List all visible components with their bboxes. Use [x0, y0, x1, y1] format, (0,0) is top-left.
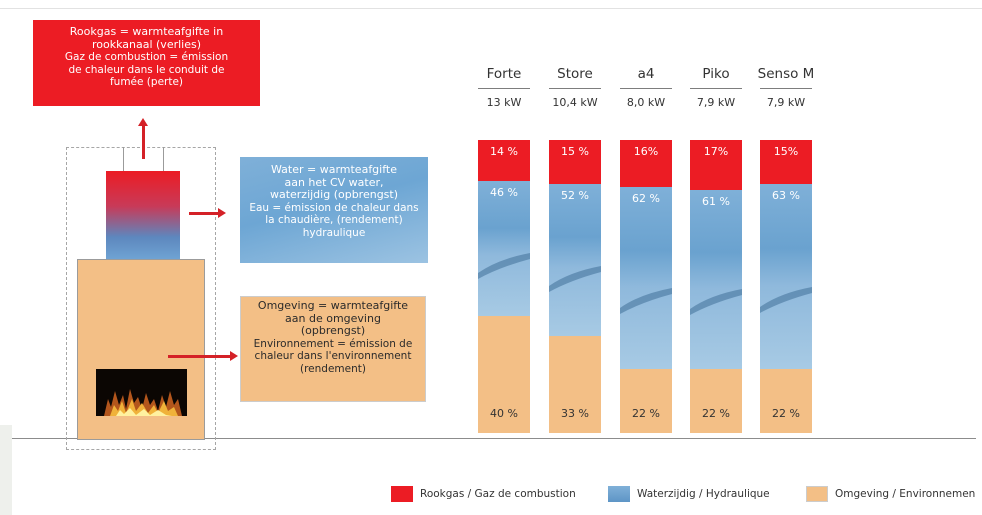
surround-callout: Omgeving = warmteafgifte aan de omgeving…: [240, 296, 426, 402]
column-rule: [760, 88, 812, 89]
water-sub-1: Eau = émission de chaleur dans: [249, 201, 419, 214]
column-rule: [549, 88, 601, 89]
bar-value-label: 52 %: [561, 189, 589, 202]
bar-segment-flue: [620, 140, 672, 187]
legend-label-flue: Rookgas / Gaz de combustion: [420, 488, 576, 500]
column-name: a4: [637, 66, 655, 82]
bar-segment-flue: [760, 140, 812, 184]
column-power: 13 kW: [486, 96, 522, 109]
bar-value-label: 22 %: [702, 407, 730, 420]
side-strip: [0, 425, 12, 515]
bar-segment-water: [760, 184, 812, 369]
bar-value-label: 62 %: [632, 192, 660, 205]
flue-arrow-shaft: [142, 126, 145, 159]
bar-stack: 15% 63 % 22 %: [760, 140, 812, 433]
fire-window: [96, 369, 187, 416]
bar-segment-surround: [478, 316, 530, 433]
bar-stack: 16% 62 % 22 %: [620, 140, 672, 433]
water-texture: [760, 287, 812, 313]
bar-segment-flue: [690, 140, 742, 190]
column-power: 7,9 kW: [766, 96, 806, 109]
bar-value-label: 17%: [703, 145, 729, 158]
water-callout: Water = warmteafgifte aan het CV water, …: [240, 157, 428, 263]
flue-title-1: Rookgas = warmteafgifte in: [69, 25, 224, 38]
water-texture: [690, 289, 742, 315]
surround-sub-2: chaleur dans l'environnement: [254, 350, 412, 363]
flue-sub-1: Gaz de combustion = émission: [64, 51, 229, 64]
bar-segment-water: [690, 190, 742, 369]
bar-value-label: 22 %: [772, 407, 800, 420]
flue-pipe-right: [163, 147, 164, 171]
column-power: 10,4 kW: [552, 96, 598, 109]
flue-pipe-left: [123, 147, 124, 171]
stove-outline: [66, 147, 216, 450]
bar-segment-flue: [549, 140, 601, 184]
top-border: [0, 8, 982, 9]
bar-segment-surround: [690, 369, 742, 433]
surround-sub-1: Environnement = émission de: [253, 337, 413, 350]
bar-stack: 15 % 52 % 33 %: [549, 140, 601, 433]
bar-value-label: 22 %: [632, 407, 660, 420]
water-arrow-head: [218, 208, 226, 218]
column-rule: [690, 88, 742, 89]
bar-value-label: 14 %: [490, 145, 518, 158]
bar-value-label: 15 %: [561, 145, 589, 158]
baseline: [12, 438, 976, 439]
water-title-3: waterzijdig (opbrengst): [269, 188, 399, 202]
bar-value-label: 63 %: [772, 189, 800, 202]
legend-swatch-surround: [806, 486, 828, 502]
column-name: Piko: [702, 66, 730, 82]
bar-segment-surround: [549, 336, 601, 433]
flue-title-2: rookkanaal (verlies): [91, 37, 202, 51]
flue-sub-2: de chaleur dans le conduit de: [68, 63, 225, 76]
water-title-2: aan het CV water,: [284, 175, 384, 189]
water-sub-3: hydraulique: [302, 226, 366, 239]
surround-arrow-shaft: [168, 355, 231, 358]
column-rule: [478, 88, 530, 89]
bar-segment-water: [620, 187, 672, 369]
surround-title-1: Omgeving = warmteafgifte: [257, 299, 409, 312]
surround-arrow-head: [230, 351, 238, 361]
bar-value-label: 46 %: [490, 186, 518, 199]
column-power: 8,0 kW: [626, 96, 666, 109]
bar-segment-water: [549, 184, 601, 336]
fire-icon: [96, 369, 187, 416]
column-name: Forte: [486, 66, 522, 82]
legend-swatch-flue: [391, 486, 413, 502]
column-name: Senso M: [757, 66, 815, 82]
surround-title-3: (opbrengst): [300, 324, 366, 338]
flue-arrow-head: [138, 118, 148, 126]
water-texture: [549, 266, 601, 292]
bar-segment-flue: [478, 140, 530, 181]
column-rule: [620, 88, 672, 89]
boiler-block: [106, 171, 180, 259]
legend-swatch-water: [608, 486, 630, 502]
bar-value-label: 33 %: [561, 407, 589, 420]
water-texture: [478, 253, 530, 279]
bar-stack: 14 % 46 % 40 %: [478, 140, 530, 433]
bar-value-label: 61 %: [702, 195, 730, 208]
bar-value-label: 15%: [773, 145, 799, 158]
water-arrow-shaft: [189, 212, 219, 215]
water-sub-2: la chaudière, (rendement): [265, 214, 403, 227]
bar-value-label: 40 %: [490, 407, 518, 420]
flue-callout: Rookgas = warmteafgifte in rookkanaal (v…: [33, 20, 260, 106]
bar-stack: 17% 61 % 22 %: [690, 140, 742, 433]
surround-title-2: aan de omgeving: [285, 311, 381, 325]
column-name: Store: [557, 66, 593, 82]
surround-sub-3: (rendement): [300, 362, 366, 375]
bar-segment-surround: [620, 369, 672, 433]
bar-segment-surround: [760, 369, 812, 433]
water-title-1: Water = warmteafgifte: [270, 163, 397, 176]
flue-sub-3: fumée (perte): [109, 76, 184, 89]
column-power: 7,9 kW: [696, 96, 736, 109]
bar-value-label: 16%: [633, 145, 659, 158]
bar-segment-water: [478, 181, 530, 316]
legend-label-surround: Omgeving / Environnemen: [835, 488, 976, 500]
legend-label-water: Waterzijdig / Hydraulique: [637, 488, 770, 500]
water-texture: [620, 288, 672, 314]
